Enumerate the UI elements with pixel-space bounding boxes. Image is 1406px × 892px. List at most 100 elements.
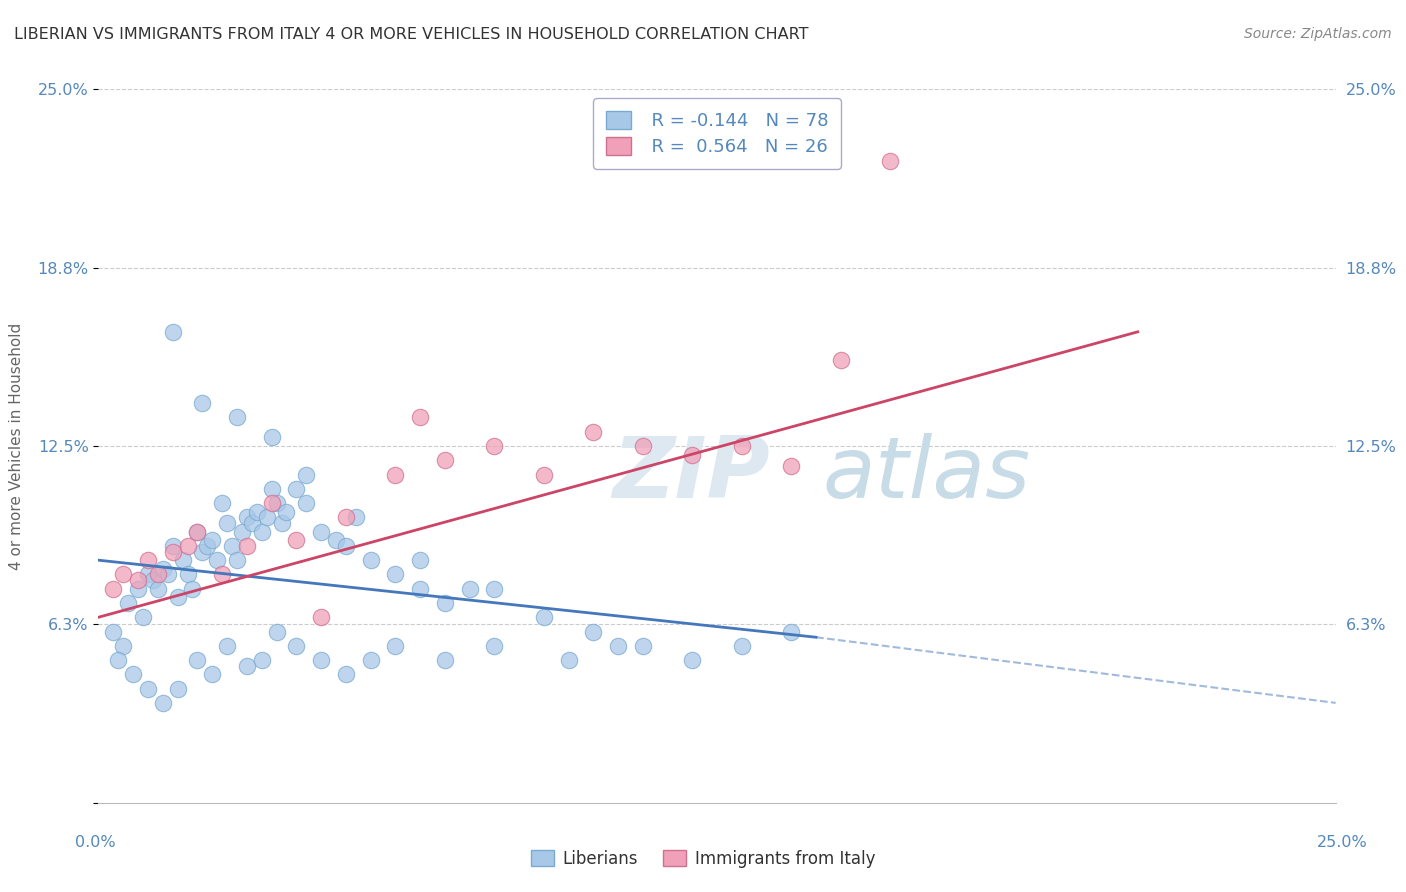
Point bbox=[136, 681, 159, 696]
Point bbox=[384, 567, 406, 582]
Text: ZIP: ZIP bbox=[612, 433, 769, 516]
Point bbox=[409, 553, 432, 567]
Point bbox=[146, 582, 169, 596]
Point bbox=[112, 567, 135, 582]
Point bbox=[176, 567, 198, 582]
Text: LIBERIAN VS IMMIGRANTS FROM ITALY 4 OR MORE VEHICLES IN HOUSEHOLD CORRELATION CH: LIBERIAN VS IMMIGRANTS FROM ITALY 4 OR M… bbox=[14, 27, 808, 42]
Point bbox=[260, 482, 283, 496]
Point bbox=[186, 524, 208, 539]
Point bbox=[285, 533, 308, 548]
Point bbox=[335, 510, 357, 524]
Point bbox=[211, 567, 233, 582]
Point bbox=[607, 639, 630, 653]
Point bbox=[335, 667, 357, 681]
Point bbox=[582, 425, 605, 439]
Legend: Liberians, Immigrants from Italy: Liberians, Immigrants from Italy bbox=[524, 844, 882, 875]
Point bbox=[557, 653, 579, 667]
Point bbox=[231, 524, 253, 539]
Point bbox=[631, 439, 654, 453]
Point bbox=[295, 467, 318, 482]
Point bbox=[731, 639, 754, 653]
Point bbox=[433, 453, 456, 467]
Point bbox=[162, 325, 184, 339]
Point bbox=[166, 681, 188, 696]
Point bbox=[112, 639, 135, 653]
Text: 0.0%: 0.0% bbox=[76, 836, 115, 850]
Point bbox=[246, 505, 269, 519]
Point bbox=[731, 439, 754, 453]
Point bbox=[276, 505, 298, 519]
Point bbox=[484, 639, 506, 653]
Point bbox=[122, 667, 145, 681]
Text: atlas: atlas bbox=[823, 433, 1031, 516]
Point bbox=[181, 582, 204, 596]
Point bbox=[236, 539, 259, 553]
Point bbox=[107, 653, 129, 667]
Point bbox=[205, 553, 228, 567]
Point bbox=[409, 410, 432, 425]
Point bbox=[335, 539, 357, 553]
Point bbox=[433, 653, 456, 667]
Point bbox=[631, 639, 654, 653]
Point bbox=[226, 410, 249, 425]
Point bbox=[433, 596, 456, 610]
Point bbox=[384, 639, 406, 653]
Point bbox=[409, 582, 432, 596]
Point bbox=[266, 496, 288, 510]
Point bbox=[533, 467, 555, 482]
Point bbox=[250, 653, 273, 667]
Point bbox=[186, 524, 208, 539]
Point bbox=[484, 439, 506, 453]
Point bbox=[132, 610, 155, 624]
Point bbox=[458, 582, 481, 596]
Point bbox=[260, 430, 283, 444]
Point bbox=[117, 596, 139, 610]
Point bbox=[142, 573, 165, 587]
Point bbox=[166, 591, 188, 605]
Point bbox=[172, 553, 194, 567]
Point bbox=[236, 510, 259, 524]
Point bbox=[176, 539, 198, 553]
Point bbox=[270, 516, 292, 530]
Point bbox=[266, 624, 288, 639]
Point bbox=[533, 610, 555, 624]
Point bbox=[309, 653, 332, 667]
Legend:   R = -0.144   N = 78,   R =  0.564   N = 26: R = -0.144 N = 78, R = 0.564 N = 26 bbox=[593, 98, 841, 169]
Point bbox=[582, 624, 605, 639]
Point bbox=[136, 553, 159, 567]
Point bbox=[201, 533, 224, 548]
Point bbox=[156, 567, 179, 582]
Point bbox=[484, 582, 506, 596]
Point bbox=[384, 467, 406, 482]
Point bbox=[103, 624, 125, 639]
Point bbox=[136, 567, 159, 582]
Point bbox=[240, 516, 263, 530]
Point bbox=[309, 524, 332, 539]
Point bbox=[360, 653, 382, 667]
Point bbox=[217, 516, 239, 530]
Point bbox=[780, 624, 803, 639]
Point bbox=[191, 396, 214, 410]
Point bbox=[681, 448, 703, 462]
Point bbox=[221, 539, 243, 553]
Point bbox=[226, 553, 249, 567]
Point bbox=[250, 524, 273, 539]
Point bbox=[162, 539, 184, 553]
Point bbox=[152, 562, 174, 576]
Point bbox=[260, 496, 283, 510]
Point bbox=[236, 658, 259, 673]
Point bbox=[195, 539, 218, 553]
Text: 25.0%: 25.0% bbox=[1317, 836, 1368, 850]
Point bbox=[325, 533, 347, 548]
Point bbox=[360, 553, 382, 567]
Point bbox=[162, 544, 184, 558]
Point bbox=[127, 582, 149, 596]
Point bbox=[201, 667, 224, 681]
Point bbox=[127, 573, 149, 587]
Y-axis label: 4 or more Vehicles in Household: 4 or more Vehicles in Household bbox=[8, 322, 24, 570]
Text: Source: ZipAtlas.com: Source: ZipAtlas.com bbox=[1244, 27, 1392, 41]
Point bbox=[152, 696, 174, 710]
Point bbox=[186, 653, 208, 667]
Point bbox=[295, 496, 318, 510]
Point bbox=[285, 482, 308, 496]
